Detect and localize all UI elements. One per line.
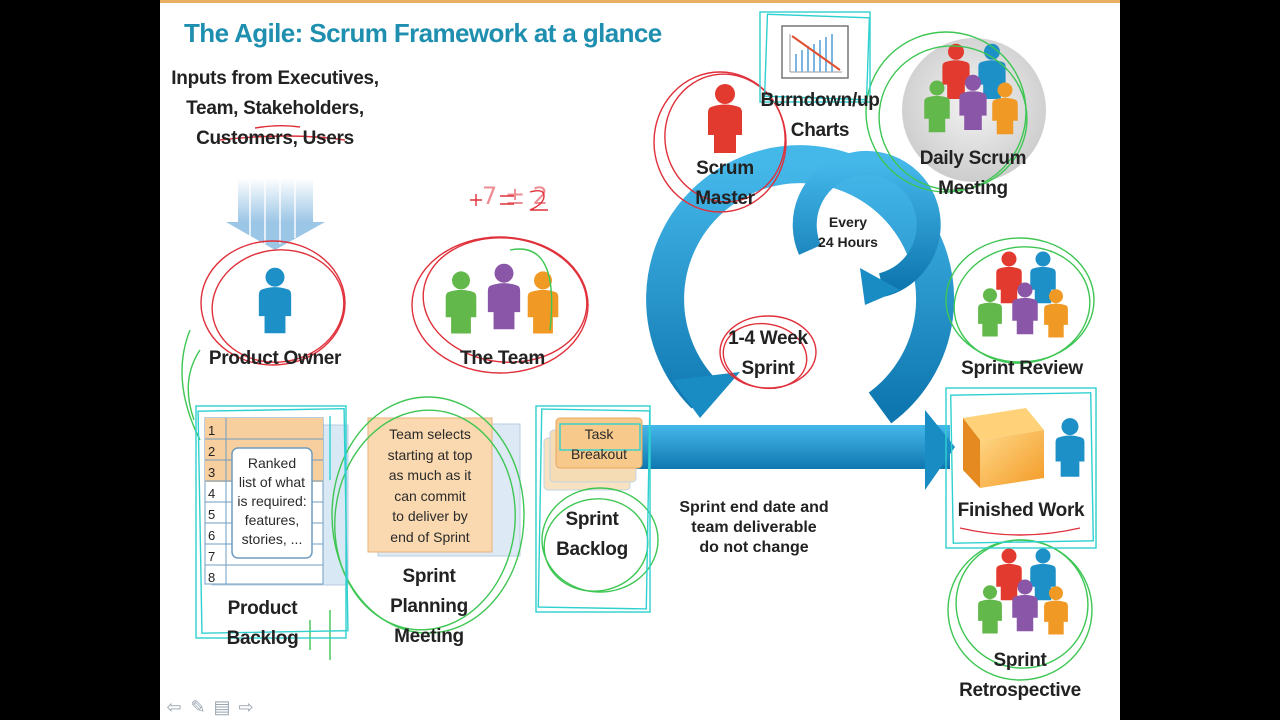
burndown-line-1: Burndown/up — [760, 90, 880, 111]
sprint-backlog-line-1: Sprint — [565, 509, 619, 530]
backlog-note-line: list of what — [238, 474, 306, 490]
sprint-cycle-line-2: Sprint — [741, 358, 795, 379]
sprint-review-icon — [978, 251, 1068, 338]
prev-icon[interactable]: ⇦ — [166, 697, 182, 717]
sprint-retro-label: Sprint Retrospective — [950, 646, 1090, 706]
finished-work-icon — [963, 408, 1085, 488]
sprint-note-line-3: do not change — [699, 539, 809, 556]
sprint-planning-line-3: Meeting — [394, 626, 464, 647]
scrum-master-icon — [708, 84, 742, 153]
daily-loop-arrow — [792, 150, 941, 305]
backlog-row-number: 1 — [208, 423, 216, 438]
planning-note-line: can commit — [394, 487, 466, 504]
team-size-note: 7 ± 2 — [482, 182, 548, 210]
daily-scrum-line-2: Meeting — [938, 178, 1008, 199]
sprint-planning-line-1: Sprint — [402, 566, 456, 587]
scrum-diagram — [181, 11, 1097, 681]
planning-note-line: to deliver by — [392, 508, 468, 524]
burndown-label: Burndown/up Charts — [755, 86, 885, 146]
sprint-note-line-2: team deliverable — [691, 519, 817, 536]
sprint-cycle-line-1: 1-4 Week — [728, 328, 808, 349]
planning-note-line: as much as it — [388, 467, 472, 483]
planning-note-card — [367, 417, 521, 557]
slide: The Agile: Scrum Framework at a glance I… — [160, 0, 1120, 720]
backlog-row-number: 8 — [208, 570, 216, 585]
every-24-hours-label: Every 24 Hours — [808, 212, 888, 252]
every-24-line-2: 24 Hours — [818, 234, 878, 250]
every-24-line-1: Every — [828, 214, 868, 230]
product-backlog-list — [204, 417, 349, 586]
task-breakout-line-1: Task — [584, 426, 614, 442]
scrum-master-label: Scrum Master — [675, 154, 775, 214]
planning-note-line: starting at top — [387, 446, 473, 463]
sprint-note: Sprint end date and team deliverable do … — [670, 498, 838, 558]
backlog-row-number: 6 — [208, 528, 216, 543]
team-icon — [445, 263, 559, 334]
planning-note: Team selects starting at top as much as … — [368, 424, 492, 547]
inputs-line-3: Customers, Users — [196, 128, 354, 149]
backlog-note-line: is required: — [237, 493, 307, 509]
inputs-text: Inputs from Executives, Team, Stakeholde… — [170, 64, 380, 154]
backlog-row-number: 4 — [208, 486, 216, 501]
planning-note-line: Team selects — [389, 426, 471, 442]
pen-icon[interactable]: ✎ — [190, 697, 206, 717]
scrum-master-line-2: Master — [695, 188, 755, 209]
backlog-row-numbers: 1 2 3 4 5 6 7 8 — [208, 420, 224, 588]
task-cards — [543, 417, 643, 491]
menu-icon[interactable]: ▤ — [213, 697, 231, 717]
burndown-line-2: Charts — [790, 120, 850, 141]
backlog-row-number: 2 — [208, 444, 216, 459]
sprint-backlog-line-2: Backlog — [556, 539, 628, 560]
sprint-review-label: Sprint Review — [961, 358, 1083, 379]
task-breakout-text: Task Breakout — [556, 424, 642, 464]
backlog-note: Ranked list of what is required: feature… — [232, 454, 312, 549]
product-backlog-line-1: Product — [227, 598, 298, 619]
sprint-planning-line-2: Planning — [390, 596, 468, 617]
scrum-master-line-1: Scrum — [696, 158, 754, 179]
daily-scrum-label: Daily Scrum Meeting — [910, 144, 1036, 204]
backlog-row-number: 3 — [208, 465, 216, 480]
backlog-row-number: 5 — [208, 507, 216, 522]
backlog-note-line: stories, ... — [241, 531, 303, 547]
backlog-row-number: 7 — [208, 549, 216, 564]
inputs-line-1: Inputs from Executives, — [171, 68, 379, 89]
slideshow-nav: ⇦ ✎ ▤ ⇨ — [160, 696, 280, 720]
product-owner-label: Product Owner — [208, 348, 342, 369]
sprint-retro-icon — [978, 548, 1068, 635]
product-backlog-label: Product Backlog — [210, 594, 315, 654]
team-label: The Team — [460, 348, 545, 369]
sprint-planning-label: Sprint Planning Meeting — [374, 562, 484, 652]
sprint-cycle-arrow — [630, 145, 955, 490]
product-backlog-line-2: Backlog — [226, 628, 299, 649]
annotation-scribbles — [181, 11, 1097, 681]
slide-title: The Agile: Scrum Framework at a glance — [184, 18, 662, 48]
inputs-arrow — [226, 178, 325, 250]
task-breakout-line-2: Breakout — [570, 446, 628, 462]
planning-note-line: end of Sprint — [390, 528, 470, 545]
top-accent-bar — [160, 0, 1120, 3]
backlog-note-line: features, — [244, 512, 300, 528]
sprint-backlog-label: Sprint Backlog — [542, 505, 642, 565]
burndown-chart-icon — [781, 25, 849, 79]
daily-scrum-icon — [902, 38, 1046, 182]
sprint-note-line-1: Sprint end date and — [679, 499, 829, 516]
backlog-note-line: Ranked — [247, 455, 297, 471]
finished-work-label: Finished Work — [957, 500, 1085, 521]
sprint-cycle-label: 1-4 Week Sprint — [718, 324, 818, 384]
daily-scrum-line-1: Daily Scrum — [919, 148, 1027, 169]
sprint-retro-line-2: Retrospective — [959, 680, 1081, 701]
inputs-line-2: Team, Stakeholders, — [186, 98, 364, 119]
product-owner-icon — [258, 267, 292, 334]
next-icon[interactable]: ⇨ — [238, 697, 254, 717]
sprint-retro-line-1: Sprint — [993, 650, 1047, 671]
